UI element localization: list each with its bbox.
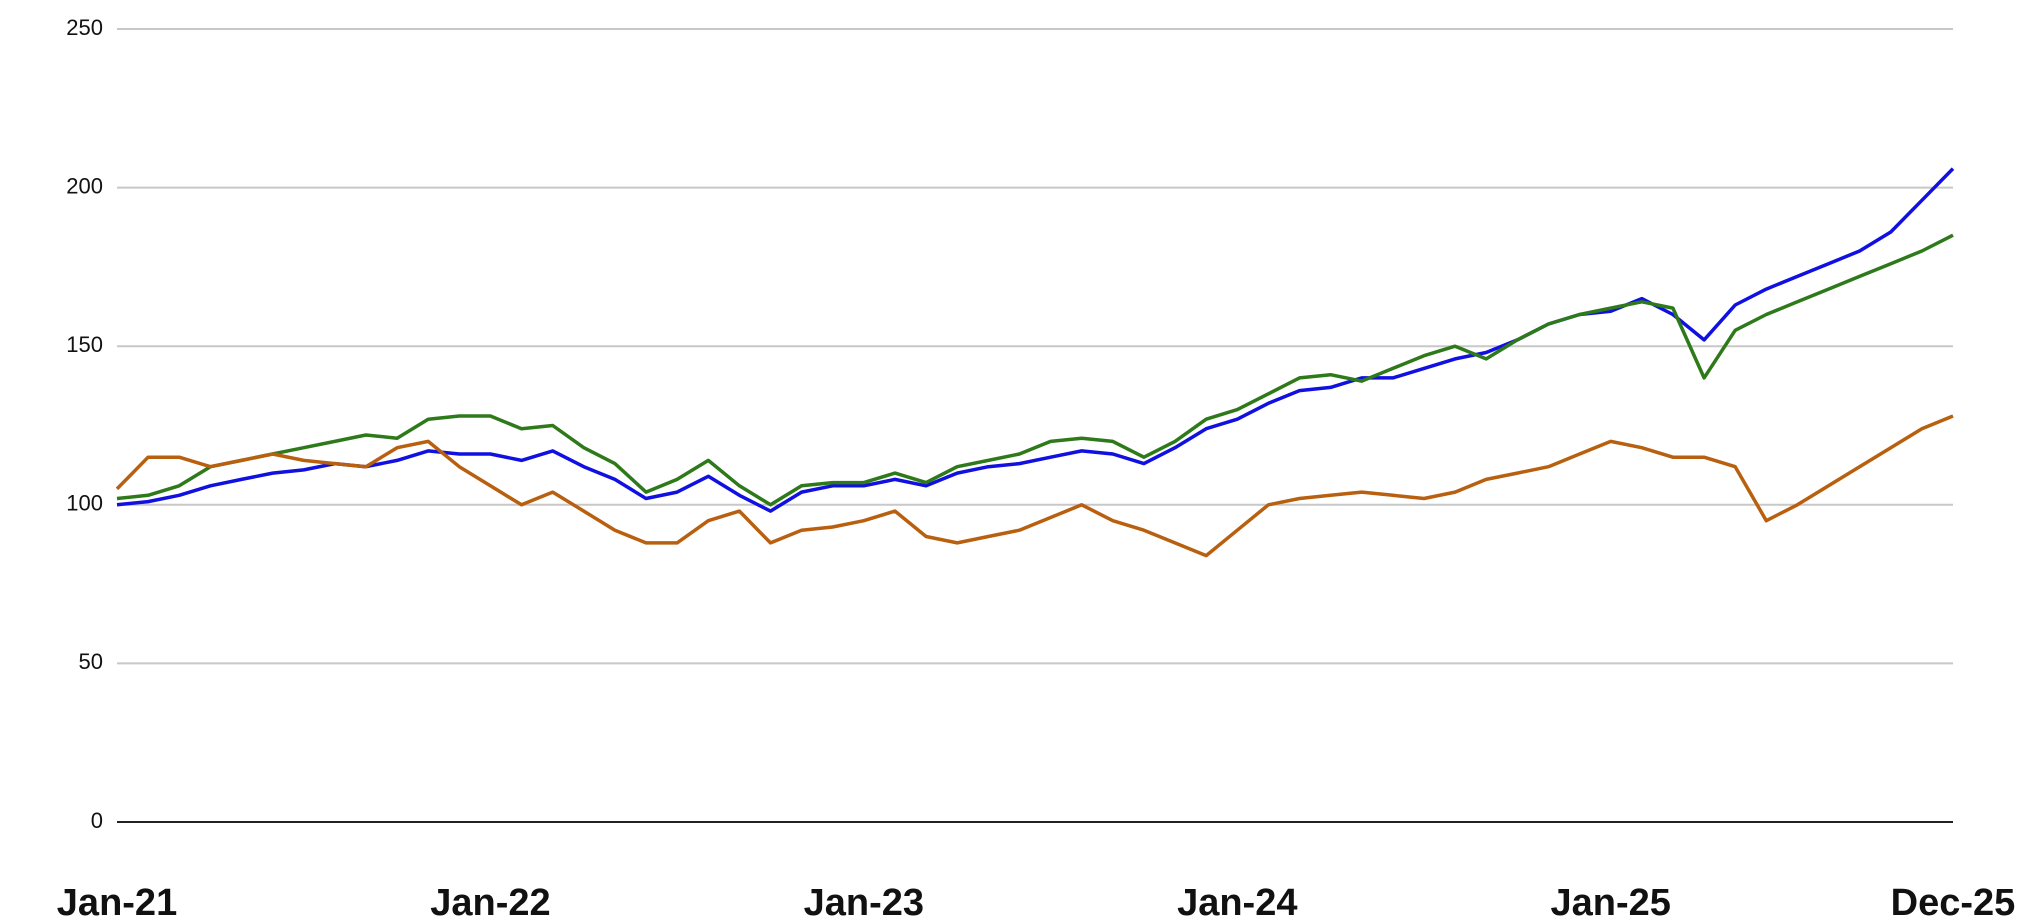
x-tick-label: Jan-24 [1177, 882, 1297, 920]
y-tick-label: 100 [66, 491, 103, 516]
y-tick-label: 200 [66, 173, 103, 198]
y-tick-label: 0 [91, 808, 103, 833]
x-tick-label: Jan-22 [430, 882, 550, 920]
series-line [115, 414, 1954, 558]
y-tick-label: 50 [79, 649, 103, 674]
y-tick-label: 150 [66, 332, 103, 357]
series-line [116, 233, 1954, 507]
series-line [116, 167, 1955, 513]
x-tick-label: Jan-21 [57, 882, 177, 920]
x-tick-label: Jan-23 [804, 882, 924, 920]
x-tick-label: Jan-25 [1550, 882, 1670, 920]
x-tick-label: Dec-25 [1891, 882, 2016, 920]
y-tick-label: 250 [66, 15, 103, 40]
